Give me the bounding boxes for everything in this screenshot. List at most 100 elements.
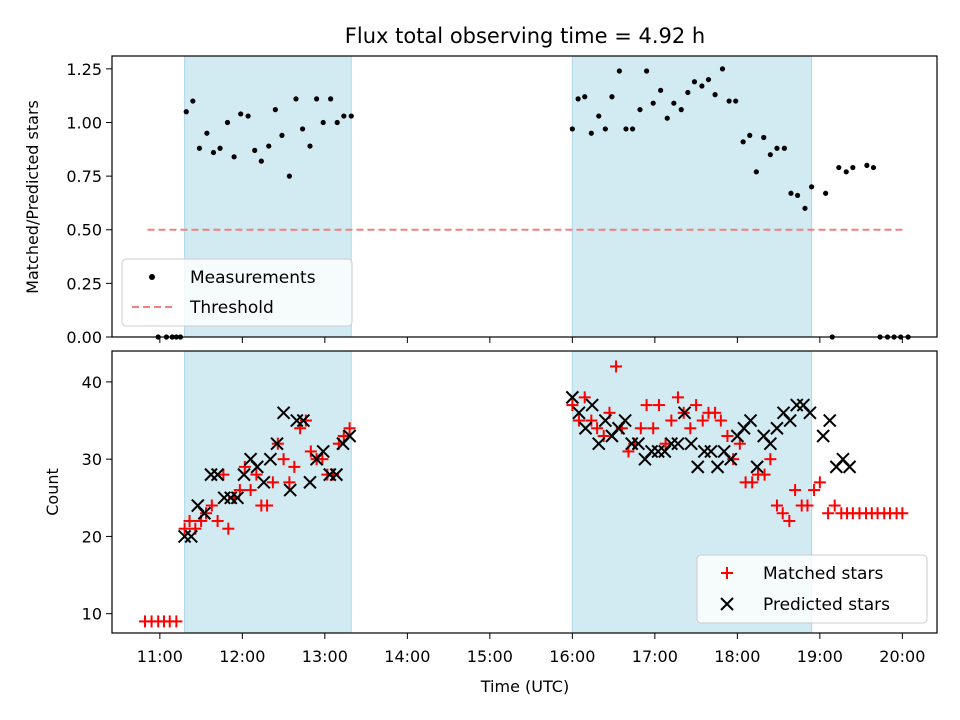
bottom-y-ticks: 10 20 30 40 bbox=[82, 373, 112, 624]
predicted-star-point bbox=[724, 452, 738, 466]
matched-star-point bbox=[250, 468, 263, 481]
predicted-star-point bbox=[276, 406, 291, 420]
measurement-point bbox=[252, 147, 258, 153]
matched-star-point bbox=[714, 414, 727, 427]
predicted-star-point bbox=[816, 429, 830, 443]
matched-star-point bbox=[244, 484, 257, 497]
predicted-star-point bbox=[803, 406, 817, 420]
measurement-point bbox=[658, 87, 664, 93]
matched-star-point bbox=[299, 414, 312, 427]
measurement-point bbox=[245, 113, 251, 119]
bottom-legend: Matched stars Predicted stars bbox=[696, 554, 928, 624]
bottom-y-axis-label: Count bbox=[43, 468, 62, 516]
measurement-point bbox=[588, 130, 594, 136]
matched-star-point bbox=[659, 437, 672, 450]
measurement-point bbox=[753, 169, 759, 175]
measurement-point bbox=[809, 184, 815, 190]
x-b bbox=[572, 406, 586, 420]
matched-star-point bbox=[566, 399, 579, 412]
x-b bbox=[816, 429, 830, 443]
x-b bbox=[230, 491, 245, 505]
measurement-point bbox=[224, 119, 231, 126]
bottom-axes-frame bbox=[111, 350, 938, 634]
shaded-interval bbox=[184, 350, 352, 634]
matched-star-point bbox=[211, 514, 224, 527]
measurement-point bbox=[314, 96, 320, 102]
x-b bbox=[296, 413, 311, 428]
x-b bbox=[796, 398, 811, 412]
x-b bbox=[263, 452, 278, 466]
x-tick-label: 18:00 bbox=[714, 647, 760, 666]
predicted-star-point bbox=[842, 460, 857, 474]
legend-matched-label: Matched stars bbox=[763, 564, 883, 584]
matched-star-point bbox=[640, 399, 653, 412]
measurement-point bbox=[258, 158, 264, 164]
predicted-star-point bbox=[704, 444, 718, 459]
measurement-point bbox=[596, 113, 602, 119]
measurement-point bbox=[575, 96, 581, 102]
x-b bbox=[757, 429, 771, 443]
x-b bbox=[803, 406, 817, 420]
x-b bbox=[578, 421, 593, 435]
x-b bbox=[243, 452, 258, 466]
matched-star-point bbox=[709, 406, 722, 419]
matched-star-point bbox=[721, 429, 734, 442]
measurement-point bbox=[266, 143, 272, 149]
top-x-ticks bbox=[159, 337, 903, 343]
measurement-point bbox=[231, 154, 237, 160]
predicted-star-point bbox=[684, 437, 698, 451]
x-b bbox=[631, 437, 646, 451]
measurement-point bbox=[272, 107, 278, 113]
x-b bbox=[276, 406, 291, 420]
matched-star-point bbox=[585, 414, 598, 427]
x-b bbox=[329, 467, 344, 482]
matched-star-point bbox=[337, 429, 350, 442]
top-y-ticks: 0.00 0.25 0.50 0.75 1.00 1.25 bbox=[66, 60, 112, 347]
y-tick-label: 0.75 bbox=[66, 167, 102, 186]
matched-star-point bbox=[591, 422, 604, 435]
predicted-star-point bbox=[585, 398, 599, 412]
matched-star-point bbox=[746, 476, 759, 489]
matched-star-point bbox=[665, 414, 678, 427]
measurement-point bbox=[699, 83, 705, 89]
measurement-point bbox=[569, 126, 575, 132]
measurement-point bbox=[726, 98, 732, 104]
measurement-point bbox=[320, 119, 326, 126]
predicted-star-point bbox=[572, 406, 586, 420]
measurement-point bbox=[691, 79, 698, 85]
matched-star-point bbox=[170, 615, 183, 628]
predicted-star-point bbox=[710, 460, 725, 474]
x-b bbox=[197, 506, 212, 520]
predicted-star-point bbox=[671, 437, 685, 451]
x-b bbox=[836, 452, 850, 466]
matched-star-point bbox=[789, 484, 802, 497]
legend-matched-marker bbox=[721, 567, 733, 579]
predicted-star-point bbox=[230, 491, 245, 505]
y-tick-label: 0.00 bbox=[66, 328, 102, 347]
x-b bbox=[823, 413, 837, 428]
predicted-star-point bbox=[329, 467, 344, 482]
x-b bbox=[671, 437, 685, 451]
predicted-star-point bbox=[578, 421, 593, 435]
measurement-point bbox=[204, 130, 210, 136]
x-b bbox=[184, 529, 198, 544]
y-tick-label: 1.00 bbox=[66, 113, 102, 132]
matched-star-point bbox=[684, 422, 697, 435]
measurement-point bbox=[850, 164, 856, 171]
matched-star-point bbox=[288, 460, 301, 473]
predicted-star-point bbox=[750, 460, 764, 474]
matched-star-point bbox=[647, 422, 660, 435]
legend-threshold-label: Threshold bbox=[189, 298, 274, 318]
shaded-interval bbox=[571, 55, 813, 338]
x-b bbox=[270, 437, 284, 451]
matched-star-point bbox=[183, 514, 196, 527]
y-tick-label: 20 bbox=[82, 527, 102, 546]
predicted-star-point bbox=[743, 413, 758, 428]
measurement-point bbox=[286, 173, 292, 179]
x-b bbox=[677, 406, 692, 420]
matched-star-point bbox=[572, 414, 585, 427]
predicted-star-point bbox=[770, 421, 784, 435]
predicted-star-point bbox=[598, 413, 613, 428]
matched-star-point bbox=[304, 445, 317, 458]
matched-star-point bbox=[266, 476, 279, 489]
